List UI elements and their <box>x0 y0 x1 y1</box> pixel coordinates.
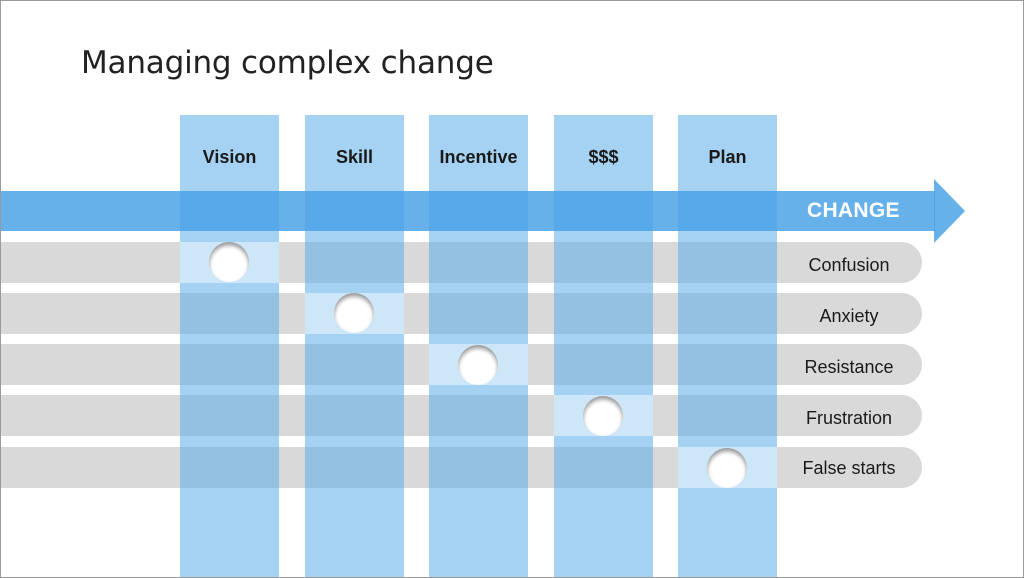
hole-icon <box>583 396 623 436</box>
column-label-money: $$$ <box>588 147 619 167</box>
column-skill <box>305 115 404 577</box>
column-label-vision: Vision <box>202 147 257 167</box>
column-label-skill: Skill <box>335 147 374 167</box>
row-label-confusion: Confusion <box>808 255 890 275</box>
row-label-resistance: Resistance <box>804 357 894 377</box>
hole-icon <box>707 448 747 488</box>
hole-icon <box>209 242 249 282</box>
row-label-frustration: Frustration <box>805 408 893 428</box>
column-label-plan: Plan <box>708 147 747 167</box>
column-vision <box>180 115 279 577</box>
slide-title: Managing complex change <box>81 45 494 81</box>
change-arrow-head <box>934 179 965 243</box>
hole-icon <box>458 345 498 385</box>
row-label-anxiety: Anxiety <box>819 306 879 326</box>
row-label-false-starts: False starts <box>802 458 896 478</box>
change-arrow-label: CHANGE <box>807 199 900 222</box>
change-arrow-body <box>1 191 935 231</box>
column-label-incentive: Incentive <box>439 147 518 167</box>
column-money <box>554 115 653 577</box>
hole-icon <box>334 293 374 333</box>
column-plan <box>678 115 777 577</box>
